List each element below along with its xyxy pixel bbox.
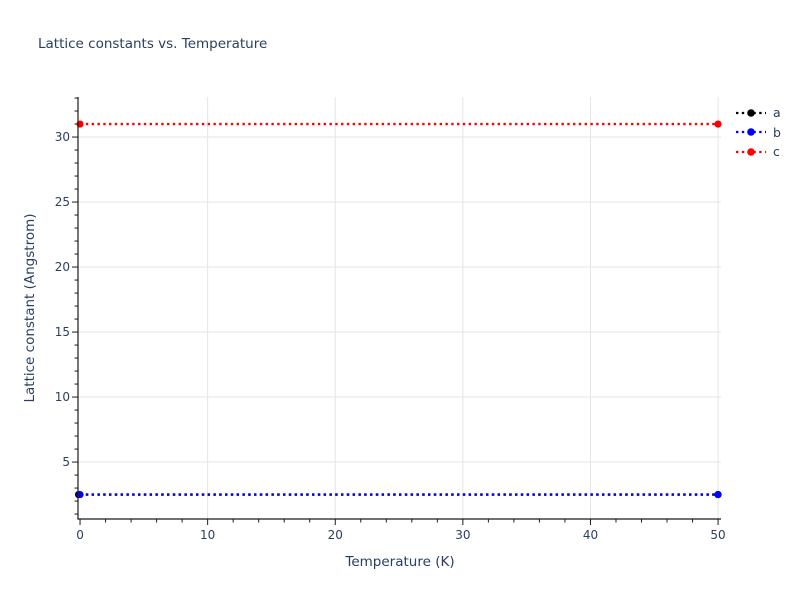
x-tick-label: 10 <box>200 528 215 542</box>
y-tick-labels: 5 10 15 20 25 30 <box>55 130 70 469</box>
legend-label: b <box>773 124 781 140</box>
x-tick-label: 0 <box>76 528 84 542</box>
x-axis-label: Temperature (K) <box>345 554 455 570</box>
x-tick-label: 40 <box>583 528 598 542</box>
y-tick-label: 5 <box>62 455 70 469</box>
gridlines <box>78 97 721 519</box>
y-tick-label: 30 <box>55 130 70 144</box>
legend-marker <box>747 108 755 117</box>
legend-marker <box>747 128 755 137</box>
axis-ticks <box>72 97 719 525</box>
y-tick-label: 15 <box>55 325 70 339</box>
x-tick-label: 30 <box>455 528 470 542</box>
legend-label: c <box>773 144 780 160</box>
legend-line-sample <box>736 128 766 137</box>
data-point-b <box>714 490 722 499</box>
x-tick-labels: 0 10 20 30 40 50 <box>76 528 725 542</box>
legend-item-b: b <box>735 123 781 143</box>
y-tick-label: 25 <box>55 195 70 209</box>
y-tick-label: 20 <box>55 260 70 274</box>
x-tick-label: 20 <box>328 528 343 542</box>
axis-spines <box>77 97 721 520</box>
legend-label: a <box>773 105 781 121</box>
legend-item-c: c <box>735 142 781 162</box>
legend-marker <box>747 147 755 156</box>
chart-title: Lattice constants vs. Temperature <box>38 36 268 52</box>
y-axis-label: Lattice constant (Angstrom) <box>22 213 38 403</box>
y-tick-label: 10 <box>55 390 70 404</box>
series-a <box>74 490 722 499</box>
series-b <box>76 490 722 499</box>
data-point-c <box>714 120 722 128</box>
legend-line-sample <box>736 147 766 156</box>
legend-item-a: a <box>735 103 781 123</box>
series-c <box>76 120 722 128</box>
x-tick-label: 50 <box>710 528 725 542</box>
legend-line-sample <box>736 108 766 117</box>
